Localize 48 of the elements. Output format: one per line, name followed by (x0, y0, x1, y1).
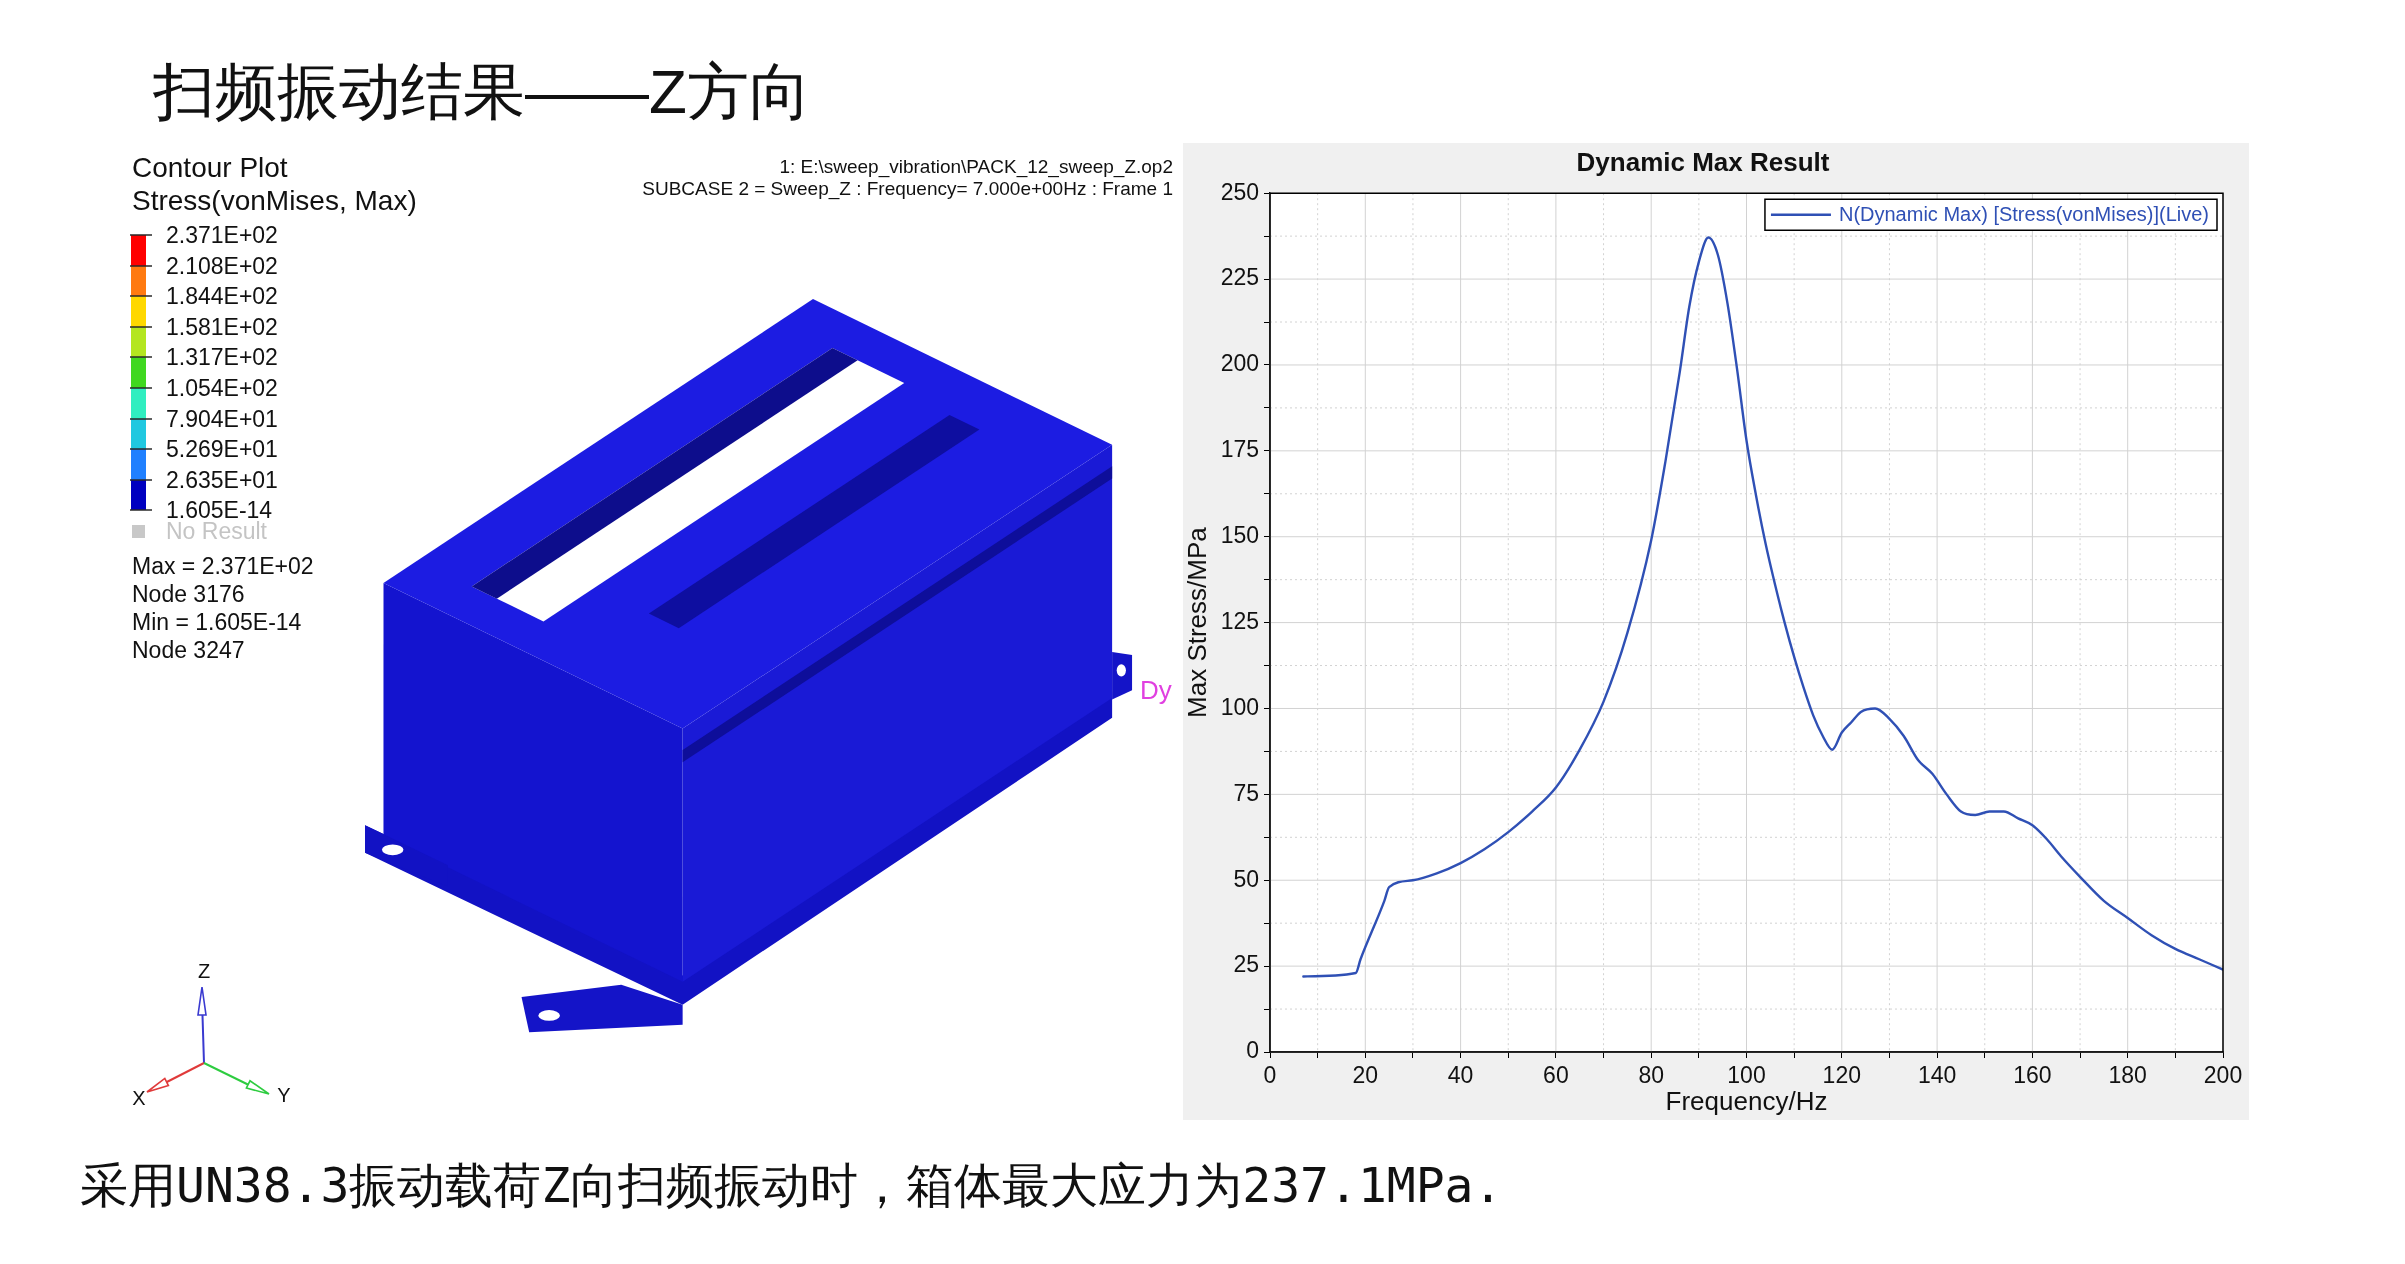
text: 2.108E+02 (166, 252, 278, 279)
text: 2.635E+01 (166, 466, 278, 493)
text: 7.904E+01 (166, 405, 278, 432)
y-tick-label: 75 (1233, 779, 1259, 806)
y-tick-label: 100 (1220, 693, 1259, 720)
text: 采用UN38.3振动载荷Z向扫频振动时，箱体最大应力为237.1MPa. (80, 1157, 1503, 1213)
chart-title: Dynamic Max Result (1576, 146, 1830, 177)
text: 5.269E+01 (166, 435, 278, 462)
text: 1.844E+02 (166, 282, 278, 309)
x-tick-label: 0 (1263, 1062, 1277, 1089)
y-tick-label: 200 (1220, 350, 1259, 377)
line-series (1302, 236, 2223, 978)
text: 1.317E+02 (166, 343, 278, 370)
x-tick-label: 160 (2013, 1062, 2052, 1089)
text: 1.054E+02 (166, 374, 278, 401)
text: Dy (1140, 675, 1172, 705)
y-tick-label: 225 (1220, 264, 1259, 291)
text: Contour Plot (132, 152, 288, 183)
text: 2.371E+02 (166, 221, 278, 248)
y-tick-label: 50 (1233, 865, 1259, 892)
x-tick-label: 140 (1917, 1062, 1957, 1089)
text: 1.581E+02 (166, 313, 278, 340)
text: Node 3247 (132, 636, 245, 663)
text: X (132, 1087, 146, 1109)
text: Node 3176 (132, 580, 245, 607)
text: Max = 2.371E+02 (132, 552, 314, 579)
text: Y (277, 1084, 291, 1106)
y-tick-label: 125 (1220, 607, 1259, 634)
y-tick-label: 250 (1220, 178, 1259, 205)
text: No Result (166, 517, 267, 544)
x-tick-label: 200 (2203, 1062, 2243, 1089)
text: 扫频振动结果——Z方向 (153, 57, 811, 126)
text: Z (197, 960, 211, 982)
y-tick-label: 150 (1220, 522, 1259, 549)
text: 1: E:\sweep_vibration\PACK_12_sweep_Z.op2 (779, 155, 1173, 177)
legend-label: N(Dynamic Max) [Stress(vonMises)](Live) (1838, 203, 2210, 226)
y-tick-label: 25 (1233, 951, 1259, 978)
text: Min = 1.605E-14 (132, 608, 302, 635)
x-tick-label: 20 (1352, 1062, 1379, 1089)
x-tick-label: 180 (2108, 1062, 2147, 1089)
text: SUBCASE 2 = Sweep_Z : Frequency= 7.000e+00Hz : Frame 1 (642, 177, 1173, 199)
x-tick-label: 40 (1447, 1062, 1474, 1089)
x-tick-label: 80 (1638, 1062, 1664, 1089)
x-tick-label: 60 (1543, 1062, 1569, 1089)
y-tick-label: 0 (1246, 1037, 1259, 1064)
text: Stress(vonMises, Max) (132, 185, 417, 216)
y-axis-title: Max Stress/MPa (1181, 526, 1212, 718)
y-tick-label: 175 (1220, 436, 1259, 463)
